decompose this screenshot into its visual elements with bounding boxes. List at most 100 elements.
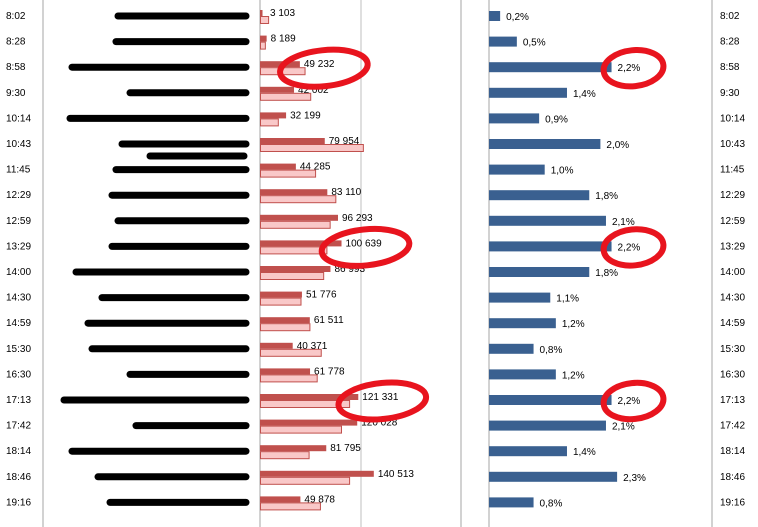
category-label-right: 17:42	[720, 421, 745, 432]
bar-right	[489, 190, 590, 201]
category-label-right: 10:14	[720, 113, 745, 124]
data-label-left: 83 110	[331, 187, 361, 198]
bar-left-series1	[260, 342, 293, 349]
bar-right	[489, 267, 590, 277]
category-label-right: 8:58	[720, 62, 740, 73]
data-label-left: 3 103	[270, 8, 295, 19]
data-label-right: 2,1%	[612, 422, 635, 433]
bar-left-series2	[260, 476, 351, 485]
category-label-left: 13:29	[6, 241, 31, 252]
annotation-circle	[335, 379, 430, 423]
category-label-left: 17:42	[6, 421, 31, 432]
annotation-circle	[277, 46, 371, 90]
bar-left-series1	[260, 86, 295, 93]
data-label-left: 44 285	[300, 162, 331, 173]
bar-left-series2	[260, 144, 364, 152]
data-label-left: 49 232	[304, 59, 335, 70]
annotation-circle	[600, 379, 667, 423]
data-label-left: 96 293	[342, 213, 373, 224]
data-label-left: 32 199	[290, 110, 321, 121]
data-label-left: 40 371	[297, 341, 328, 352]
category-label-right: 9:30	[720, 88, 740, 99]
bar-left-series2	[260, 297, 302, 306]
category-label-left: 18:14	[6, 446, 31, 457]
category-label-right: 14:59	[720, 318, 745, 329]
data-label-left: 61 511	[314, 315, 344, 326]
data-label-right: 2,2%	[618, 63, 641, 74]
annotation-circle	[600, 226, 667, 269]
bar-left-series2	[260, 16, 270, 24]
bar-left-series2	[260, 118, 279, 127]
category-label-right: 10:43	[720, 139, 745, 150]
category-label-right: 18:46	[720, 472, 745, 483]
data-label-left: 42 002	[298, 85, 329, 96]
redaction-marks	[60, 12, 250, 506]
category-label-right: 14:30	[720, 293, 745, 304]
data-label-right: 1,8%	[595, 191, 618, 202]
bar-left-series1	[260, 445, 327, 452]
bar-right	[489, 164, 545, 175]
bar-left-series1	[260, 394, 359, 400]
data-label-left: 140 513	[378, 469, 415, 480]
data-label-right: 2,3%	[623, 473, 646, 484]
right-panel-bars: 0,2% 0,5% 2,2% 1,4% 0,9% 2,0% 1,0% 1,8% 2,1% 2,2%…	[489, 11, 646, 509]
bar-right	[489, 446, 567, 457]
bar-right	[489, 36, 517, 47]
bar-left-series1	[260, 240, 342, 247]
bar-left-series2	[260, 502, 321, 511]
category-label-left: 8:58	[6, 62, 26, 73]
data-label-right: 1,2%	[562, 370, 585, 381]
annotation-circle	[600, 47, 667, 90]
bar-right	[489, 471, 618, 482]
bar-right	[489, 497, 534, 508]
data-label-right: 1,4%	[573, 447, 596, 458]
bar-left-series2	[260, 220, 331, 229]
bar-left-series2	[260, 272, 325, 280]
bar-left-series2	[260, 400, 351, 408]
left-panel-bars: 3 103 8 189 49 232 42 002 32 199 79 954 44 285…	[260, 8, 415, 511]
data-label-left: 51 776	[306, 290, 337, 301]
bar-left-series1	[260, 291, 302, 298]
category-label-left: 19:16	[6, 497, 31, 508]
bar-left-series1	[260, 419, 358, 426]
bar-left-series1	[260, 317, 310, 324]
category-label-left: 14:30	[6, 293, 31, 304]
bar-left-series1	[260, 112, 287, 119]
data-label-right: 2,0%	[606, 140, 629, 151]
category-label-left: 10:43	[6, 139, 31, 150]
bar-left-series2	[260, 425, 342, 434]
category-label-right: 12:59	[720, 216, 745, 227]
data-label-right: 2,2%	[618, 242, 641, 253]
category-label-right: 15:30	[720, 344, 745, 355]
category-label-left: 12:59	[6, 216, 31, 227]
category-label-left: 17:13	[6, 395, 31, 406]
category-label-right: 13:29	[720, 241, 745, 252]
bar-left-series2	[260, 348, 322, 357]
bar-left-series2	[260, 374, 318, 383]
category-label-right: 17:13	[720, 395, 745, 406]
category-label-left: 8:02	[6, 11, 26, 22]
bar-right	[489, 318, 556, 329]
bar-right	[489, 420, 606, 431]
data-label-right: 1,0%	[551, 166, 574, 177]
annotation-circle	[318, 225, 413, 269]
data-label-right: 1,8%	[595, 268, 618, 279]
category-label-right: 19:16	[720, 497, 745, 508]
bar-right	[489, 241, 612, 252]
data-label-left: 61 778	[314, 366, 345, 377]
category-label-left: 14:59	[6, 318, 31, 329]
bar-left-series1	[260, 138, 325, 144]
category-label-left: 14:00	[6, 267, 31, 278]
bar-right	[489, 62, 612, 73]
bar-right	[489, 113, 540, 124]
bar-right	[489, 343, 534, 354]
category-label-left: 8:28	[6, 37, 26, 48]
category-label-left: 10:14	[6, 113, 31, 124]
data-label-left: 120 028	[361, 418, 398, 429]
bar-left-series1	[260, 189, 328, 196]
category-label-right: 16:30	[720, 369, 745, 380]
data-label-right: 2,1%	[612, 217, 635, 228]
data-label-right: 1,2%	[562, 319, 585, 330]
category-label-right: 14:00	[720, 267, 745, 278]
